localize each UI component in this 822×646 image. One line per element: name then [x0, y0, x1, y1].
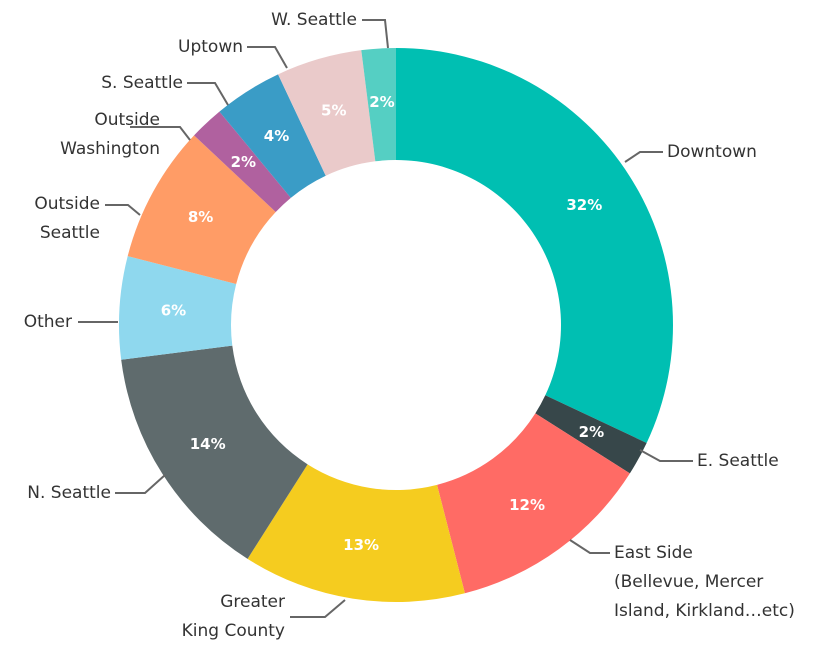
donut-slice — [121, 345, 308, 559]
category-label: E. Seattle — [697, 451, 779, 471]
category-label: Outside Washington — [60, 110, 160, 159]
donut-slice — [118, 256, 237, 360]
leader-line — [290, 599, 346, 618]
donut-slice — [361, 48, 396, 162]
donut-slice — [194, 111, 291, 213]
donut-slice — [437, 413, 630, 594]
value-label: 8% — [188, 208, 213, 226]
donut-slice — [535, 395, 647, 474]
leader-line — [639, 449, 693, 462]
donut-slice — [127, 135, 276, 284]
value-label: 5% — [321, 101, 346, 119]
category-label: Uptown — [178, 37, 243, 57]
donut-slice — [219, 74, 326, 198]
value-label: 13% — [343, 536, 379, 554]
leader-line — [130, 126, 191, 141]
category-label: Downtown — [667, 142, 757, 162]
value-label: 12% — [509, 496, 545, 514]
category-label: Outside Seattle — [34, 194, 100, 243]
leader-line — [115, 474, 166, 494]
value-label: 32% — [566, 196, 602, 214]
leader-line — [569, 539, 610, 554]
category-label: S. Seattle — [101, 73, 183, 93]
leader-line — [105, 204, 141, 216]
category-label: Greater King County — [181, 592, 285, 641]
category-label: W. Seattle — [271, 10, 357, 30]
category-label: N. Seattle — [27, 483, 111, 503]
value-label: 2% — [369, 93, 394, 111]
category-label: East Side (Bellevue, Mercer Island, Kirk… — [614, 543, 795, 621]
donut-slice — [278, 50, 376, 176]
leader-line — [187, 82, 229, 106]
category-label: Other — [23, 312, 72, 332]
leader-line — [247, 46, 288, 69]
donut-slice — [247, 464, 465, 602]
value-label: 14% — [190, 435, 226, 453]
value-label: 2% — [231, 153, 256, 171]
leader-line — [362, 19, 389, 49]
value-label: 6% — [161, 301, 186, 319]
donut-slice — [396, 48, 673, 443]
value-label: 2% — [579, 423, 604, 441]
leader-line — [624, 151, 663, 163]
value-label: 4% — [264, 127, 289, 145]
